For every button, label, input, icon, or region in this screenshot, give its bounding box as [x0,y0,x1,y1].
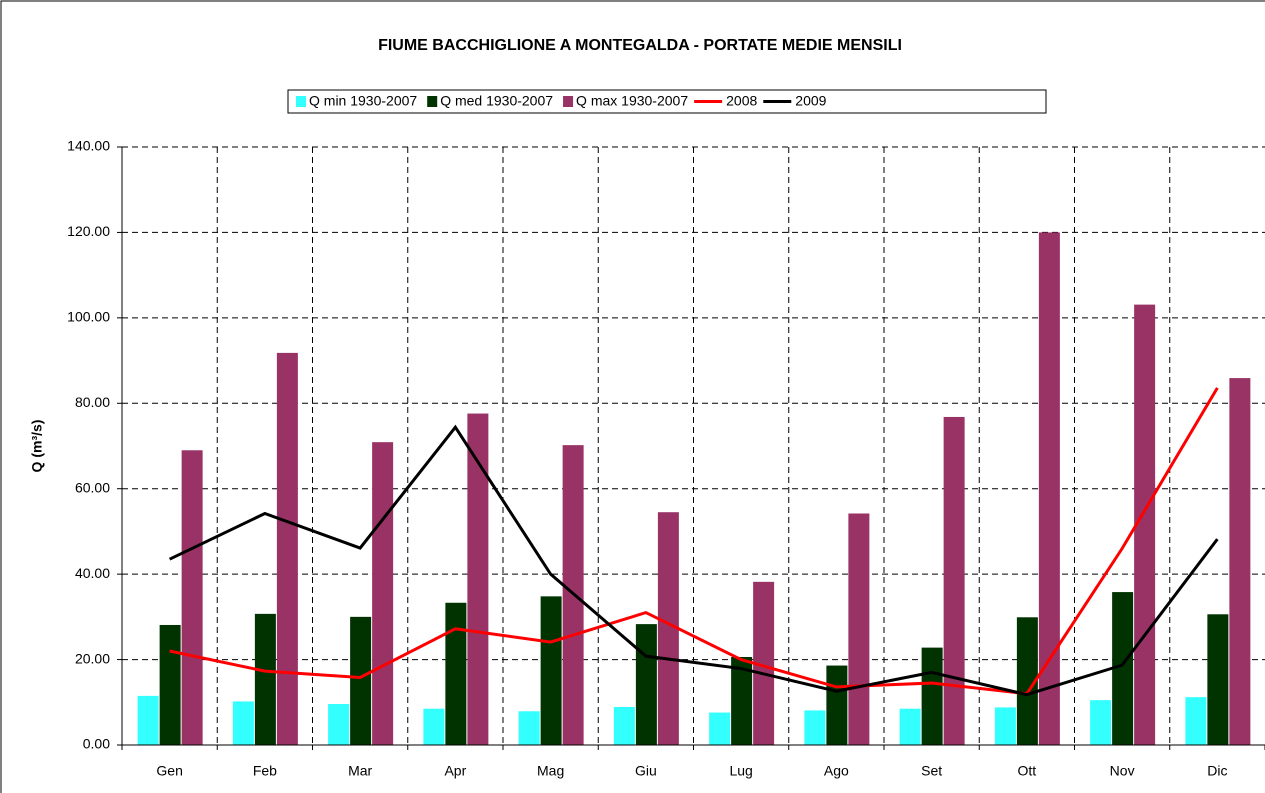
bar [848,513,870,745]
legend-label: 2008 [726,93,757,109]
bar [731,657,753,745]
bar [372,442,394,745]
legend-swatch [296,96,306,107]
bar [899,708,921,745]
y-tick-label: 60.00 [75,479,110,495]
bar [804,710,826,745]
bar [1090,700,1112,745]
bar [1134,304,1156,745]
x-tick-label: Ago [824,763,849,779]
x-tick-label: Lug [729,763,752,779]
x-tick-label: Dic [1207,763,1227,779]
x-tick-label: Ott [1018,763,1037,779]
x-tick-label: Mag [537,763,564,779]
bar [350,616,372,745]
legend-swatch [563,96,574,107]
bar [709,712,731,745]
bar [540,596,562,745]
line-series [168,424,1219,697]
bar [994,707,1016,745]
bar [276,352,298,745]
bar [445,602,467,745]
bar [232,701,254,745]
line-series [169,387,1219,696]
bar [423,708,445,745]
bar [613,706,635,745]
x-tick-label: Nov [1110,763,1135,779]
y-tick-label: 0.00 [83,736,110,752]
bar [943,416,965,745]
bar [181,450,203,745]
legend-label: Q med 1930-2007 [440,93,553,109]
y-tick-label: 100.00 [67,309,110,325]
legend-label: Q min 1930-2007 [309,93,417,109]
bar [1185,697,1207,745]
bar [159,624,181,745]
bar [1016,617,1038,745]
x-tick-label: Set [921,763,942,779]
x-tick-label: Feb [253,763,277,779]
bar [826,665,848,745]
bar [518,711,540,745]
y-tick-label: 20.00 [75,650,110,666]
bar [635,624,657,745]
y-tick-label: 140.00 [67,138,110,154]
chart-title: FIUME BACCHIGLIONE A MONTEGALDA - PORTAT… [378,37,902,54]
x-tick-label: Mar [348,763,372,779]
bar [921,647,943,745]
y-tick-label: 80.00 [75,394,110,410]
bar [1229,378,1251,745]
legend-box [287,89,1047,114]
bar [328,703,350,745]
x-tick-label: Gen [156,763,182,779]
y-tick-label: 40.00 [75,565,110,581]
bar [254,613,276,745]
x-tick-label: Apr [444,763,466,779]
legend-label: Q max 1930-2007 [576,93,688,109]
bar [1112,592,1134,745]
bar [1207,614,1229,745]
y-axis-label: Q (m³/s) [29,420,45,473]
bar [137,695,159,745]
y-tick-label: 120.00 [67,223,110,239]
bar [1038,232,1060,745]
bar [467,413,489,745]
legend-label: 2009 [795,93,826,109]
x-tick-label: Giu [635,763,657,779]
bar [753,581,775,745]
legend-swatch [427,96,438,107]
bar [657,512,679,745]
